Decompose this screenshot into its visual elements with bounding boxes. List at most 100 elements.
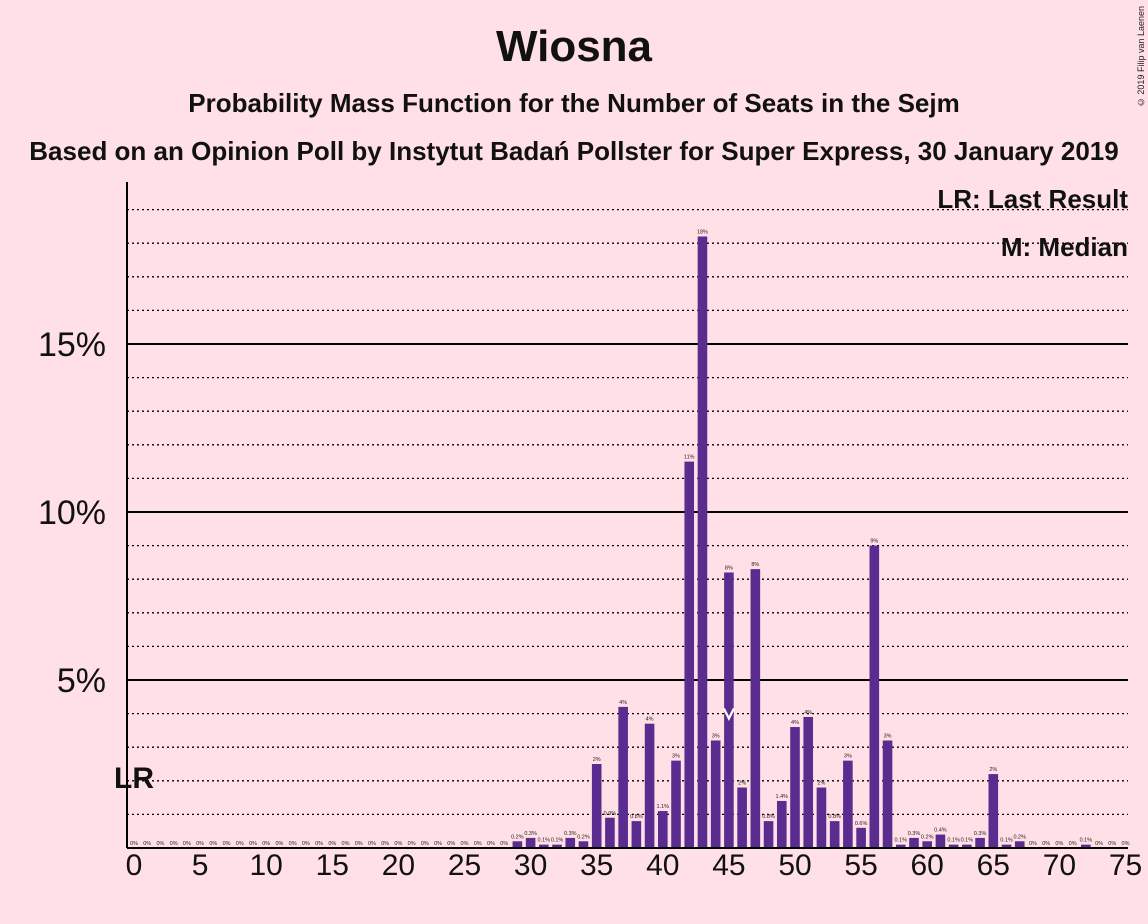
data-label-66: 0.1% (1000, 838, 1013, 844)
data-label-22: 0% (421, 841, 429, 847)
bar-seats-61 (935, 834, 946, 848)
x-tick-label-70: 70 (1043, 849, 1076, 882)
data-label-74: 0% (1108, 841, 1116, 847)
data-label-61: 0.4% (934, 828, 947, 834)
bar-seats-30 (525, 837, 536, 848)
x-tick-label-20: 20 (382, 849, 415, 882)
bar-seats-60 (922, 841, 932, 848)
data-label-13: 0% (302, 841, 310, 847)
x-tick-label-30: 30 (514, 849, 547, 882)
legend-median: M: Median (1000, 232, 1128, 262)
x-tick-label-75: 75 (1109, 849, 1142, 882)
bar-seats-37 (618, 706, 628, 848)
data-label-69: 0% (1042, 841, 1050, 847)
bar-seats-42 (684, 461, 695, 848)
data-label-64: 0.3% (974, 831, 987, 837)
data-label-52: 2% (817, 781, 825, 787)
data-label-62: 0.1% (947, 838, 960, 844)
y-tick-labels: 5% 10% 15% (38, 326, 106, 700)
bar-seats-43 (697, 236, 708, 849)
data-label-39: 4% (646, 717, 654, 723)
bar-seats-36 (605, 817, 615, 848)
data-label-20: 0% (394, 841, 402, 847)
data-label-67: 0.2% (1013, 834, 1026, 840)
bars-group (512, 236, 1091, 849)
y-tick-label-15: 15% (38, 326, 106, 364)
x-tick-label-55: 55 (844, 849, 877, 882)
data-label-56: 9% (870, 539, 878, 545)
x-tick-label-65: 65 (977, 849, 1010, 882)
bar-seats-40 (658, 811, 668, 848)
data-label-34: 0.2% (577, 834, 590, 840)
bar-seats-62 (948, 844, 959, 848)
bar-seats-34 (578, 841, 589, 848)
data-label-60: 0.2% (921, 834, 934, 840)
data-label-17: 0% (355, 841, 363, 847)
data-label-7: 0% (223, 841, 231, 847)
markers-group: LR (114, 707, 735, 795)
data-label-12: 0% (289, 841, 297, 847)
bar-seats-59 (909, 837, 919, 848)
median-marker (722, 707, 735, 721)
y-tick-label-5: 5% (57, 662, 106, 700)
data-label-15: 0% (328, 841, 336, 847)
data-label-40: 1.1% (657, 804, 670, 810)
data-label-9: 0% (249, 841, 257, 847)
bar-seats-31 (539, 844, 549, 848)
bar-seats-63 (962, 844, 972, 848)
data-label-43: 18% (697, 229, 708, 235)
bar-seats-67 (1014, 841, 1025, 848)
data-label-2: 0% (156, 841, 164, 847)
data-label-8: 0% (236, 841, 244, 847)
data-label-37: 4% (619, 700, 627, 706)
bar-seats-35 (591, 764, 602, 848)
data-label-54: 3% (844, 754, 852, 760)
data-label-23: 0% (434, 841, 442, 847)
x-tick-label-35: 35 (580, 849, 613, 882)
data-label-57: 3% (884, 733, 892, 739)
data-label-3: 0% (170, 841, 178, 847)
bar-seats-46 (737, 787, 747, 848)
data-label-70: 0% (1055, 841, 1063, 847)
data-label-4: 0% (183, 841, 191, 847)
data-label-0: 0% (130, 841, 138, 847)
bar-seats-51 (803, 716, 814, 848)
bar-seats-53 (829, 821, 840, 848)
data-label-19: 0% (381, 841, 389, 847)
data-label-36: 0.9% (604, 811, 617, 817)
bar-seats-55 (856, 827, 866, 848)
data-label-44: 3% (712, 733, 720, 739)
data-label-72: 0.1% (1080, 838, 1093, 844)
axes-group (126, 182, 1128, 849)
bar-seats-32 (552, 844, 562, 848)
bar-seats-64 (975, 837, 985, 848)
bar-seats-48 (763, 821, 774, 848)
x-tick-label-10: 10 (250, 849, 283, 882)
data-label-29: 0.2% (511, 834, 524, 840)
chart-subtitle: Probability Mass Function for the Number… (188, 88, 960, 118)
x-tick-label-5: 5 (192, 849, 209, 882)
data-label-10: 0% (262, 841, 270, 847)
data-label-16: 0% (342, 841, 350, 847)
data-label-32: 0.1% (551, 838, 564, 844)
data-label-53: 0.8% (828, 814, 841, 820)
bar-seats-49 (776, 800, 787, 848)
data-label-33: 0.3% (564, 831, 577, 837)
data-label-25: 0% (461, 841, 469, 847)
bar-seats-56 (869, 545, 880, 848)
data-label-49: 1.4% (776, 794, 789, 800)
data-label-65: 2% (989, 767, 997, 773)
x-tick-label-50: 50 (778, 849, 811, 882)
x-tick-label-45: 45 (712, 849, 745, 882)
data-label-68: 0% (1029, 841, 1037, 847)
data-label-6: 0% (209, 841, 217, 847)
data-label-14: 0% (315, 841, 323, 847)
data-label-42: 11% (684, 455, 695, 461)
x-tick-label-0: 0 (126, 849, 143, 882)
data-label-24: 0% (447, 841, 455, 847)
data-labels-group: 0% 0% 0% 0% 0% 0% 0% 0% 0% 0% 0% 0% 0% 0% 0% 0% 0% 0% 0% 0%… (130, 229, 1130, 847)
bar-seats-44 (710, 740, 721, 848)
bar-seats-54 (843, 760, 853, 848)
chart-title: Wiosna (495, 22, 653, 71)
data-label-73: 0% (1095, 841, 1103, 847)
